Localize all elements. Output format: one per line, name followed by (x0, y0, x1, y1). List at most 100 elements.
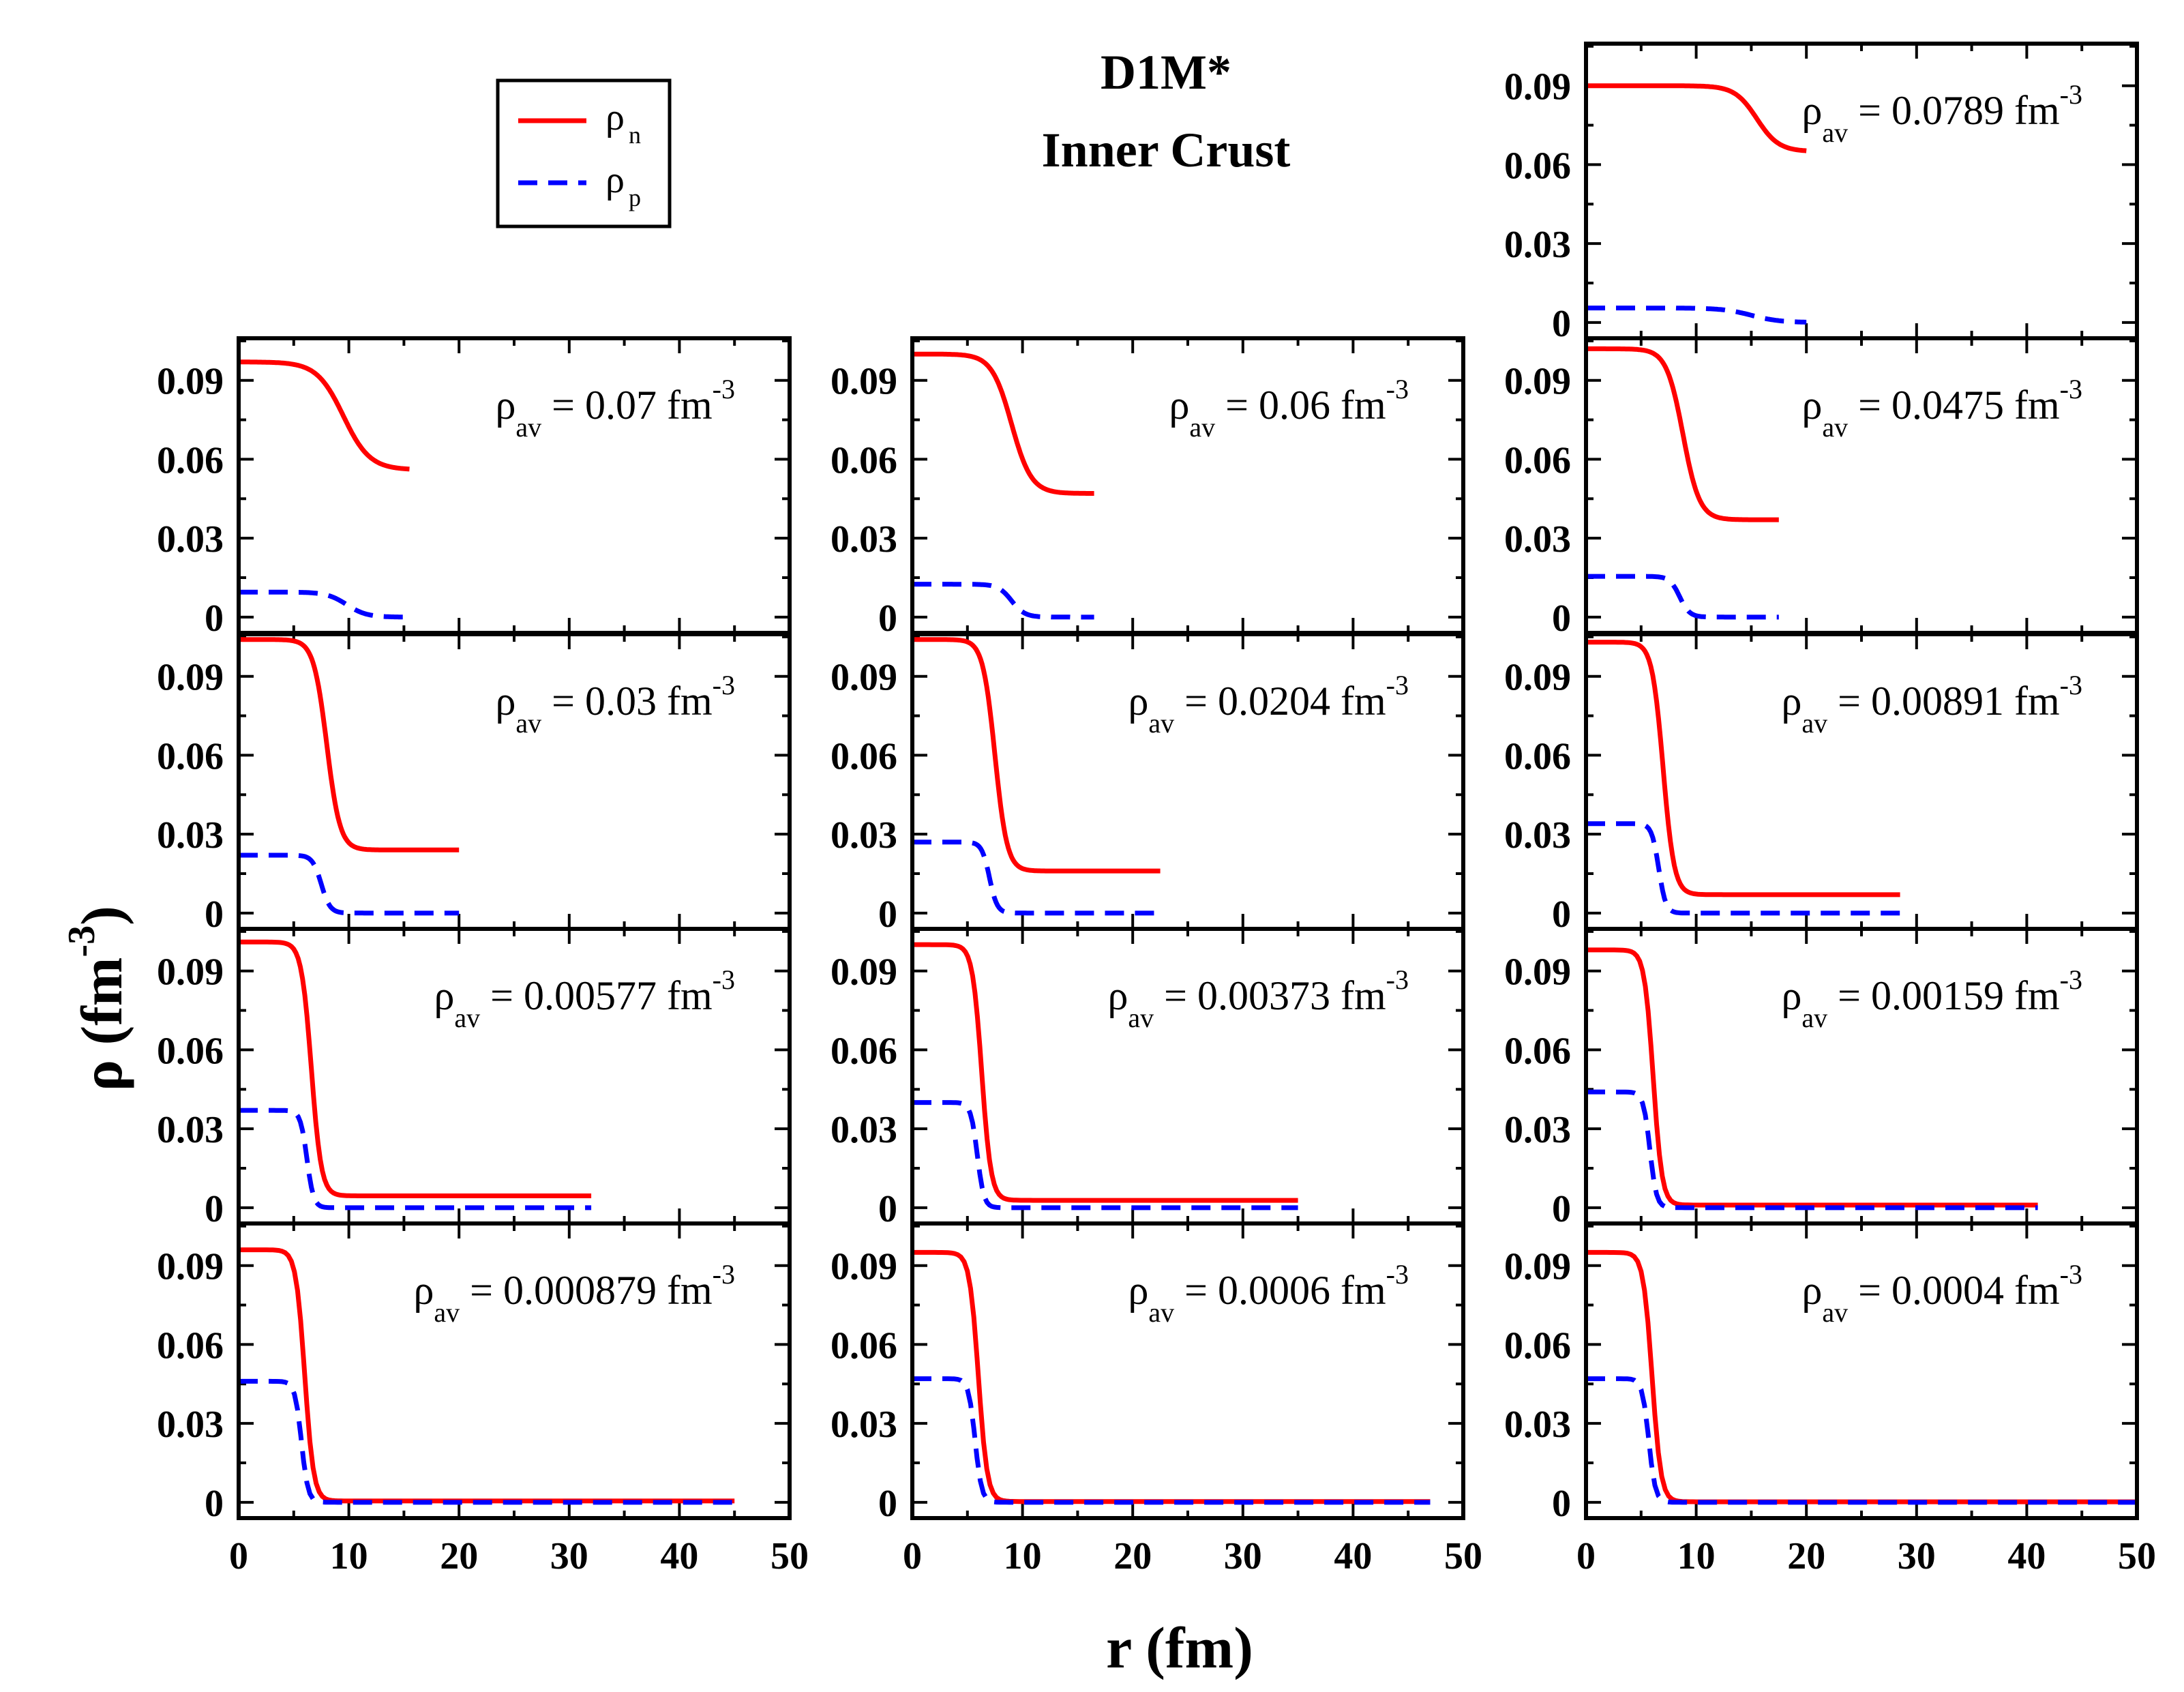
y-tick-label: 0.06 (831, 1324, 897, 1367)
y-tick-label: 0.03 (1504, 518, 1571, 561)
y-tick-label: 0.09 (831, 361, 897, 403)
x-tick-label: 50 (2118, 1535, 2156, 1577)
proton-density-curve (912, 582, 1094, 620)
y-tick-label: 0.06 (157, 735, 224, 777)
y-tick-label: 0 (878, 597, 897, 640)
y-tick-label: 0.09 (1504, 951, 1571, 994)
neutron-density-curve (239, 939, 592, 1198)
neutron-density-curve (1586, 947, 2038, 1208)
y-axis-label: ρ (fm-3) (61, 906, 134, 1091)
panel-3: 0 0.03 0.06 0.09 ρav = 0.0475 fm-3 (1504, 336, 2139, 640)
proton-density-curve (1586, 821, 1900, 916)
panel-label-symbol: ρ (1801, 383, 1822, 428)
panel-label-value: = 0.0204 fm (1174, 679, 1386, 724)
x-tick-label: 20 (1787, 1535, 1825, 1577)
panel-label-value: = 0.0789 fm (1848, 88, 2060, 133)
panel-label-sub: av (1128, 1003, 1154, 1033)
legend-label-proton: ρ (605, 159, 625, 201)
y-tick-label: 0.03 (157, 814, 224, 857)
panel-label-sub: av (1148, 1297, 1174, 1328)
y-tick-label: 0.03 (831, 814, 897, 857)
panel-label: ρav = 0.000879 fm-3 (413, 1259, 735, 1328)
proton-density-curve (1586, 574, 1779, 620)
panel-label-value: = 0.00891 fm (1827, 679, 2060, 724)
chart-title: D1M* (1101, 45, 1231, 100)
x-tick-label: 30 (550, 1535, 588, 1577)
panel-label-symbol: ρ (1169, 383, 1189, 428)
proton-density-curve (239, 1378, 735, 1505)
y-tick-label: 0.06 (1504, 439, 1571, 481)
panel-label-value: = 0.07 fm (541, 383, 713, 428)
y-tick-label: 0.03 (1504, 814, 1571, 857)
panel-label-value: = 0.00159 fm (1827, 973, 2060, 1018)
proton-density-curve (1586, 306, 1807, 325)
panel-6: 0 0.03 0.06 0.09 ρav = 0.00891 fm-3 (1504, 632, 2139, 936)
panel-label-exp: -3 (1386, 374, 1409, 404)
panel-label-symbol: ρ (1781, 679, 1801, 724)
x-tick-label: 20 (1113, 1535, 1152, 1577)
y-tick-label: 0.06 (157, 1324, 224, 1367)
proton-density-curve (239, 589, 410, 620)
proton-density-curve (1586, 1376, 2137, 1505)
panel-label: ρav = 0.0204 fm-3 (1128, 670, 1409, 739)
y-tick-label: 0.09 (831, 951, 897, 994)
y-tick-label: 0.06 (1504, 145, 1571, 187)
panel-frame (910, 1221, 1465, 1520)
y-tick-label: 0.09 (157, 1246, 224, 1288)
x-tick-label: 0 (903, 1535, 922, 1577)
panel-label: ρav = 0.00891 fm-3 (1781, 670, 2082, 739)
panel-label-sub: av (434, 1297, 460, 1328)
y-tick-label: 0 (878, 893, 897, 936)
panel-label-exp: -3 (2060, 374, 2082, 404)
y-tick-label: 0.06 (157, 439, 224, 481)
y-axis-label-text: ρ (fm (69, 958, 134, 1091)
neutron-density-curve (1586, 83, 1807, 153)
panel-label: ρav = 0.00373 fm-3 (1107, 964, 1409, 1033)
y-tick-label: 0.06 (831, 439, 897, 481)
panel-label-symbol: ρ (434, 973, 454, 1018)
panel-label-exp: -3 (2060, 964, 2082, 995)
neutron-density-curve (239, 637, 460, 852)
legend-sub-neutron: n (629, 121, 641, 149)
x-axis-label: r (fm) (1106, 1615, 1253, 1680)
y-tick-label: 0.03 (157, 518, 224, 561)
x-tick-label: 0 (1576, 1535, 1596, 1577)
y-tick-label: 0.06 (831, 735, 897, 777)
x-tick-label: 50 (1444, 1535, 1482, 1577)
panel-label: ρav = 0.07 fm-3 (495, 374, 735, 443)
x-tick-label: 10 (330, 1535, 368, 1577)
panel-label-symbol: ρ (495, 383, 515, 428)
x-tick-label: 40 (2007, 1535, 2046, 1577)
panel-12: 0 10 20 30 40 50 0 0.03 0.06 0.09 ρav = 0.0004 fm-… (1504, 1221, 2156, 1577)
panel-label-exp: -3 (1386, 1259, 1409, 1290)
panel-label-exp: -3 (2060, 79, 2082, 110)
x-tick-label: 20 (440, 1535, 478, 1577)
panel-label-sub: av (1822, 412, 1848, 443)
panel-label-sub: av (454, 1003, 480, 1033)
x-tick-label: 10 (1004, 1535, 1042, 1577)
y-tick-label: 0 (1552, 597, 1571, 640)
neutron-density-curve (912, 1249, 1431, 1504)
panel-label-symbol: ρ (1781, 973, 1801, 1018)
panel-label-value: = 0.0004 fm (1848, 1268, 2060, 1313)
y-tick-label: 0.03 (157, 1404, 224, 1446)
panel-label-sub: av (1801, 1003, 1827, 1033)
y-axis-label-group: ρ (fm-3) (61, 906, 134, 1091)
panel-label-exp: -3 (713, 670, 735, 700)
panel-1: 0 0.03 0.06 0.09 ρav = 0.07 fm-3 (157, 336, 792, 640)
panel-11: 0 10 20 30 40 50 0 0.03 0.06 0.09 ρav = 0.0006 fm-… (831, 1221, 1482, 1577)
panel-label: ρav = 0.06 fm-3 (1169, 374, 1409, 443)
y-tick-label: 0.09 (831, 1246, 897, 1288)
panel-label-sub: av (1189, 412, 1215, 443)
y-tick-label: 0 (205, 1188, 224, 1230)
panel-label-sub: av (1822, 1297, 1848, 1328)
neutron-density-curve (912, 351, 1094, 496)
y-tick-label: 0 (205, 597, 224, 640)
proton-density-curve (912, 840, 1161, 916)
panel-label-value: = 0.0475 fm (1848, 383, 2060, 428)
y-tick-label: 0.09 (1504, 1246, 1571, 1288)
y-tick-label: 0.06 (1504, 1030, 1571, 1072)
panel-label-exp: -3 (2060, 1259, 2082, 1290)
y-axis-label-exp: -3 (61, 925, 103, 958)
neutron-density-curve (1586, 346, 1779, 522)
